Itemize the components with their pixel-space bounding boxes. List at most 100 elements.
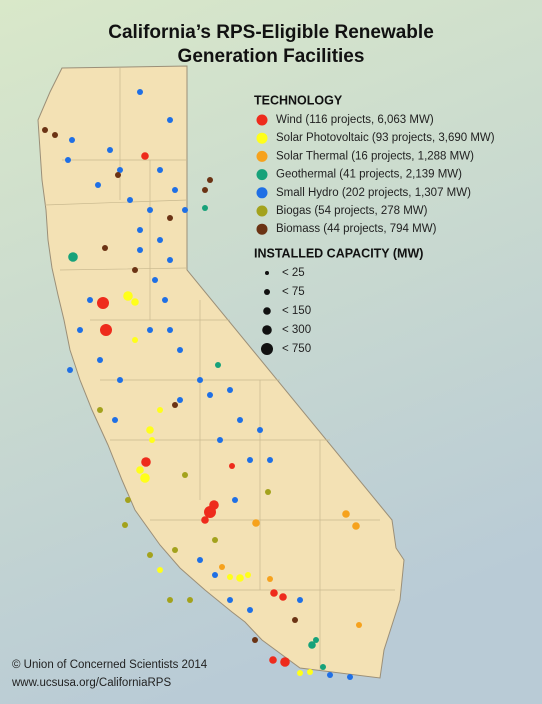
facility-dot: [227, 387, 233, 393]
facility-dot: [313, 637, 319, 643]
facility-dot: [207, 392, 213, 398]
legend-label: Biogas (54 projects, 278 MW): [276, 205, 428, 217]
facility-dot: [292, 617, 298, 623]
facility-dot: [201, 516, 209, 524]
legend-label: Biomass (44 projects, 794 MW): [276, 223, 437, 235]
facility-dot: [132, 337, 138, 343]
facility-dot: [132, 267, 138, 273]
california-outline: [37, 65, 405, 679]
facility-dot: [182, 207, 188, 213]
legend-label: Solar Thermal (16 projects, 1,288 MW): [276, 150, 474, 162]
facility-dot: [167, 215, 173, 221]
facility-dot: [123, 291, 133, 301]
facility-dot: [97, 357, 103, 363]
facility-dot: [352, 522, 360, 530]
facility-dot: [297, 597, 303, 603]
facility-dot: [97, 297, 109, 309]
facility-dot: [87, 297, 93, 303]
facility-dot: [202, 205, 208, 211]
facility-dot: [247, 607, 253, 613]
facility-dot: [280, 657, 290, 667]
facility-dot: [137, 227, 143, 233]
facility-dot: [219, 564, 225, 570]
facility-dot: [97, 407, 103, 413]
legend-title: TECHNOLOGY: [254, 93, 343, 107]
facility-dot: [157, 407, 163, 413]
facility-dot: [141, 457, 151, 467]
facility-dot: [157, 167, 163, 173]
facility-dot: [117, 167, 123, 173]
facility-dot: [227, 597, 233, 603]
facility-dot: [102, 245, 108, 251]
facility-dots: [42, 89, 362, 680]
facility-dot: [245, 572, 251, 578]
facility-dot: [270, 589, 278, 597]
facility-dot: [257, 427, 263, 433]
facility-dot: [149, 437, 155, 443]
facility-dot: [95, 182, 101, 188]
facility-dot: [232, 497, 238, 503]
capacity-swatch: [261, 343, 273, 355]
facility-dot: [252, 519, 260, 527]
legend-swatch: [256, 223, 268, 235]
facility-dot: [68, 252, 78, 262]
legend-swatch: [256, 205, 268, 217]
footer-text: © Union of Concerned Scientists 2014: [12, 659, 208, 671]
facility-dot: [52, 132, 58, 138]
legend-label: Geothermal (41 projects, 2,139 MW): [276, 169, 462, 181]
facility-dot: [141, 152, 149, 160]
facility-dot: [247, 457, 253, 463]
facility-dot: [177, 397, 183, 403]
facility-dot: [125, 497, 131, 503]
facility-dot: [65, 157, 71, 163]
facility-dot: [137, 247, 143, 253]
facility-dot: [157, 237, 163, 243]
facility-dot: [127, 197, 133, 203]
facility-dot: [177, 347, 183, 353]
facility-dot: [167, 597, 173, 603]
facility-dot: [237, 417, 243, 423]
facility-dot: [77, 327, 83, 333]
legend-swatch: [256, 114, 268, 126]
facility-dot: [209, 500, 219, 510]
title-line: California’s RPS-Eligible Renewable: [108, 22, 434, 43]
facility-dot: [197, 377, 203, 383]
legend-swatch: [256, 187, 268, 199]
legend-swatch: [256, 132, 268, 144]
capacity-title: INSTALLED CAPACITY (MW): [254, 246, 423, 260]
facility-dot: [42, 127, 48, 133]
facility-dot: [147, 327, 153, 333]
capacity-label: < 25: [282, 267, 305, 279]
facility-dot: [267, 457, 273, 463]
facility-dot: [297, 670, 303, 676]
footer-text: www.ucsusa.org/CaliforniaRPS: [11, 677, 171, 689]
facility-dot: [147, 552, 153, 558]
facility-dot: [356, 622, 362, 628]
facility-dot: [227, 574, 233, 580]
facility-dot: [308, 641, 316, 649]
facility-dot: [187, 597, 193, 603]
capacity-swatch: [265, 271, 269, 275]
facility-dot: [307, 669, 313, 675]
capacity-label: < 750: [282, 343, 311, 355]
facility-dot: [252, 637, 258, 643]
legend-swatch: [256, 169, 268, 181]
legend-label: Wind (116 projects, 6,063 MW): [276, 114, 434, 126]
county-lines: [44, 68, 395, 670]
facility-dot: [267, 576, 273, 582]
capacity-swatch: [262, 325, 272, 335]
facility-dot: [100, 324, 112, 336]
facility-dot: [342, 510, 350, 518]
facility-dot: [327, 672, 333, 678]
capacity-label: < 150: [282, 305, 311, 317]
title-line: Generation Facilities: [178, 46, 365, 67]
facility-dot: [217, 437, 223, 443]
facility-dot: [172, 187, 178, 193]
facility-dot: [162, 297, 168, 303]
facility-dot: [112, 417, 118, 423]
facility-dot: [172, 547, 178, 553]
capacity-swatch: [264, 289, 270, 295]
facility-dot: [122, 522, 128, 528]
